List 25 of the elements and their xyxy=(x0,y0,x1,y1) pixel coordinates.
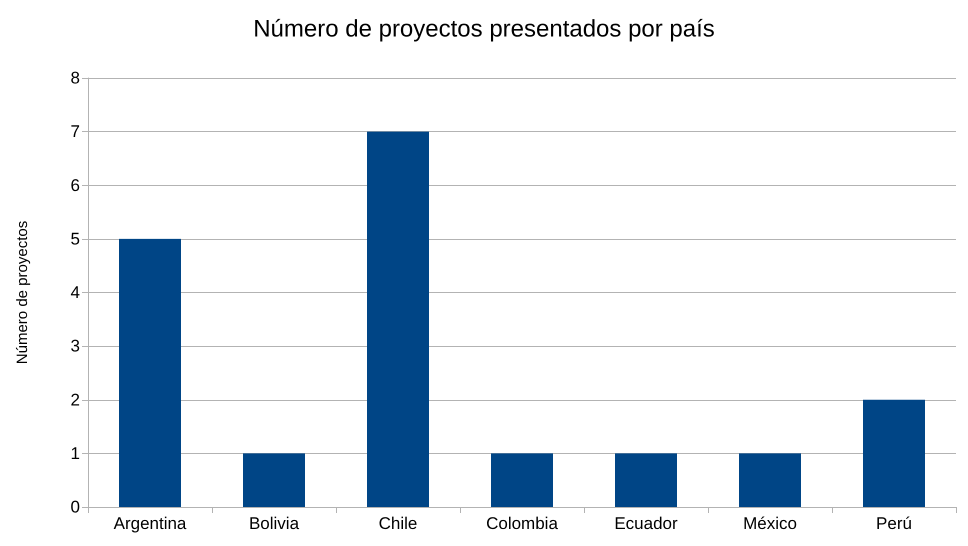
x-tick-label: Ecuador xyxy=(614,514,678,533)
bar xyxy=(863,400,925,507)
bar xyxy=(367,132,429,507)
chart-title: Número de proyectos presentados por país xyxy=(253,16,715,42)
x-tick-label: Colombia xyxy=(486,514,558,533)
bar xyxy=(119,238,181,507)
x-tick-label: México xyxy=(743,514,797,533)
x-tick-label: Argentina xyxy=(114,514,187,533)
x-tick-label: Perú xyxy=(876,514,912,533)
y-axis-title: Número de proyectos xyxy=(14,220,31,364)
y-tick-label: 5 xyxy=(70,229,80,248)
y-tick-label: 4 xyxy=(70,283,80,302)
y-tick-label: 7 xyxy=(70,122,80,142)
bar xyxy=(739,453,801,507)
y-tick-label: 2 xyxy=(70,390,80,410)
y-tick-label: 0 xyxy=(70,498,80,516)
bar xyxy=(615,453,677,507)
x-tick-label: Chile xyxy=(378,514,418,533)
x-tick-label: Bolivia xyxy=(248,514,300,533)
bar xyxy=(243,453,305,507)
y-tick-label: 3 xyxy=(70,336,80,356)
bar xyxy=(491,453,553,507)
y-tick-label: 6 xyxy=(70,176,80,195)
y-tick-label: 8 xyxy=(70,68,80,88)
y-tick-label: 1 xyxy=(70,444,80,463)
